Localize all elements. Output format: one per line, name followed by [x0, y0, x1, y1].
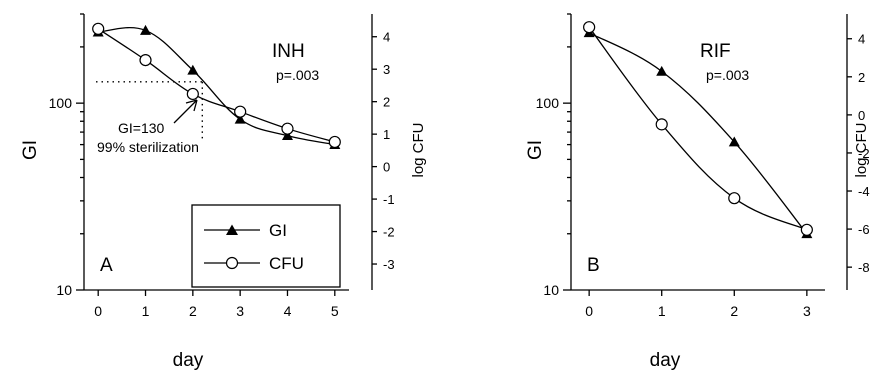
panel-a-x-ticks: 0 1 2 3 4 5 — [94, 290, 339, 319]
panel-a-p-value: p=.003 — [276, 67, 319, 83]
cfu-data-point — [800, 223, 813, 236]
right-tick-label: -2 — [858, 146, 870, 161]
panel-a-axes-frame — [83, 14, 373, 291]
x-tick-label: 0 — [585, 303, 593, 319]
right-tick-label: -8 — [858, 260, 870, 275]
gi-data-point — [234, 113, 246, 124]
panel-b-axes-frame — [570, 14, 848, 291]
panel-b-right-ticks: -8 -6 -4 -2 0 2 4 — [847, 32, 870, 275]
legend-gi-label: GI — [269, 221, 287, 240]
legend-cfu-label: CFU — [269, 254, 304, 273]
panel-b-right-axis-title: log CFU — [853, 122, 870, 177]
x-tick-label: 3 — [236, 303, 244, 319]
panel-a-legend: GI CFU — [191, 204, 341, 288]
gi-data-point — [728, 136, 740, 147]
x-tick-label: 3 — [803, 303, 811, 319]
x-tick-label: 1 — [142, 303, 150, 319]
panel-b-y-ticks: 10 100 — [536, 13, 571, 298]
panel-a-right-axis-title: log CFU — [410, 122, 427, 177]
panel-b-x-ticks: 0 1 2 3 — [585, 290, 811, 319]
cfu-data-point — [583, 21, 596, 34]
right-tick-label: -2 — [383, 225, 395, 240]
cfu-data-point — [728, 192, 741, 205]
cfu-data-point — [234, 105, 247, 118]
right-tick-label: -6 — [858, 222, 870, 237]
gi-data-point — [656, 65, 668, 76]
panel-a-y-ticks: 10 100 — [49, 13, 84, 298]
gi-data-point — [140, 24, 152, 35]
annotation-arrow — [173, 99, 198, 124]
cfu-series-line — [588, 26, 808, 231]
legend-gi-marker — [226, 224, 238, 235]
right-tick-label: -4 — [858, 184, 870, 199]
y-tick-label: 10 — [56, 282, 72, 298]
y-tick-label: 100 — [536, 95, 560, 111]
panel-b: 0 1 2 3 10 100 -8 -6 -4 -2 0 2 4 day GI log CFU RI… — [525, 13, 870, 371]
gi-series-line — [588, 32, 808, 235]
panel-a-series — [92, 22, 341, 150]
cfu-data-point — [139, 53, 152, 67]
cfu-data-point — [328, 135, 341, 149]
x-tick-label: 2 — [189, 303, 197, 319]
panel-b-p-value: p=.003 — [706, 67, 749, 83]
right-tick-label: 0 — [858, 108, 865, 123]
right-tick-label: 2 — [383, 95, 390, 110]
right-tick-label: 0 — [383, 160, 390, 175]
panel-a-drug-label: INH — [272, 41, 305, 62]
right-tick-label: 4 — [858, 32, 865, 47]
x-tick-label: 5 — [331, 303, 339, 319]
right-tick-label: 3 — [383, 62, 390, 77]
panel-a-right-ticks: -3 -2 -1 0 1 2 3 4 — [372, 30, 395, 272]
x-tick-label: 1 — [658, 303, 666, 319]
cfu-data-point — [186, 87, 199, 101]
gi-data-point — [281, 130, 293, 141]
right-tick-label: -3 — [383, 257, 395, 272]
panel-b-y-axis-title: GI — [525, 140, 546, 160]
right-tick-label: -1 — [383, 192, 395, 207]
right-tick-label: 4 — [383, 30, 390, 45]
panel-a-sterilization-guides — [96, 81, 204, 140]
panel-a-x-axis-title: day — [173, 350, 204, 371]
x-tick-label: 2 — [730, 303, 738, 319]
annotation-sterilization: 99% sterilization — [97, 139, 199, 155]
panel-b-letter: B — [587, 255, 600, 276]
legend-cfu-marker — [225, 256, 239, 270]
right-tick-label: 1 — [383, 127, 390, 142]
panel-b-drug-label: RIF — [700, 41, 731, 62]
x-tick-label: 0 — [94, 303, 102, 319]
panel-b-series — [583, 21, 813, 239]
x-tick-label: 4 — [284, 303, 292, 319]
annotation-gi-130: GI=130 — [118, 120, 165, 136]
panel-b-x-axis-title: day — [650, 350, 681, 371]
y-tick-label: 100 — [49, 95, 73, 111]
panel-a-letter: A — [100, 255, 113, 276]
cfu-data-point — [281, 122, 294, 135]
y-tick-label: 10 — [543, 282, 559, 298]
panel-a-y-axis-title: GI — [20, 140, 41, 160]
right-tick-label: 2 — [858, 70, 865, 85]
cfu-data-point — [655, 118, 668, 131]
gi-data-point — [187, 64, 199, 75]
legend-box — [191, 204, 341, 288]
cfu-data-point — [92, 22, 105, 35]
